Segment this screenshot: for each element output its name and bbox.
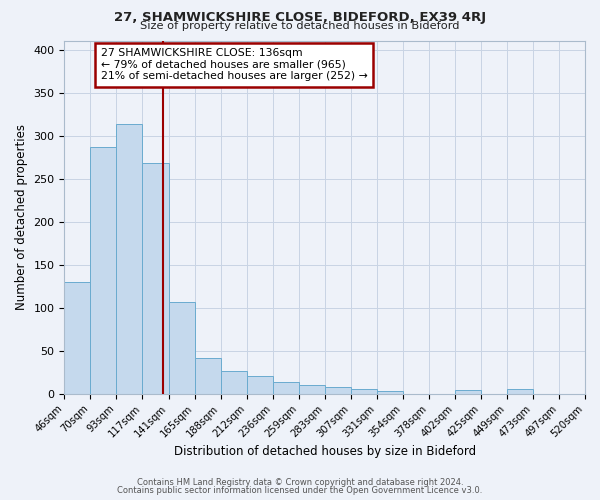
- Bar: [142, 163, 169, 394]
- Bar: [169, 302, 194, 394]
- Bar: [299, 385, 325, 394]
- Bar: [377, 391, 403, 394]
- Text: Contains HM Land Registry data © Crown copyright and database right 2024.: Contains HM Land Registry data © Crown c…: [137, 478, 463, 487]
- Bar: [221, 371, 247, 394]
- Text: Size of property relative to detached houses in Bideford: Size of property relative to detached ho…: [140, 21, 460, 31]
- Bar: [272, 382, 299, 394]
- Text: 27 SHAMWICKSHIRE CLOSE: 136sqm
← 79% of detached houses are smaller (965)
21% of: 27 SHAMWICKSHIRE CLOSE: 136sqm ← 79% of …: [101, 48, 368, 82]
- Bar: [91, 147, 116, 394]
- Bar: [194, 358, 221, 394]
- X-axis label: Distribution of detached houses by size in Bideford: Distribution of detached houses by size …: [173, 444, 476, 458]
- Bar: [455, 390, 481, 394]
- Y-axis label: Number of detached properties: Number of detached properties: [15, 124, 28, 310]
- Text: 27, SHAMWICKSHIRE CLOSE, BIDEFORD, EX39 4RJ: 27, SHAMWICKSHIRE CLOSE, BIDEFORD, EX39 …: [114, 11, 486, 24]
- Bar: [64, 282, 91, 394]
- Text: Contains public sector information licensed under the Open Government Licence v3: Contains public sector information licen…: [118, 486, 482, 495]
- Bar: [507, 390, 533, 394]
- Bar: [325, 386, 351, 394]
- Bar: [247, 376, 272, 394]
- Bar: [351, 390, 377, 394]
- Bar: [116, 124, 142, 394]
